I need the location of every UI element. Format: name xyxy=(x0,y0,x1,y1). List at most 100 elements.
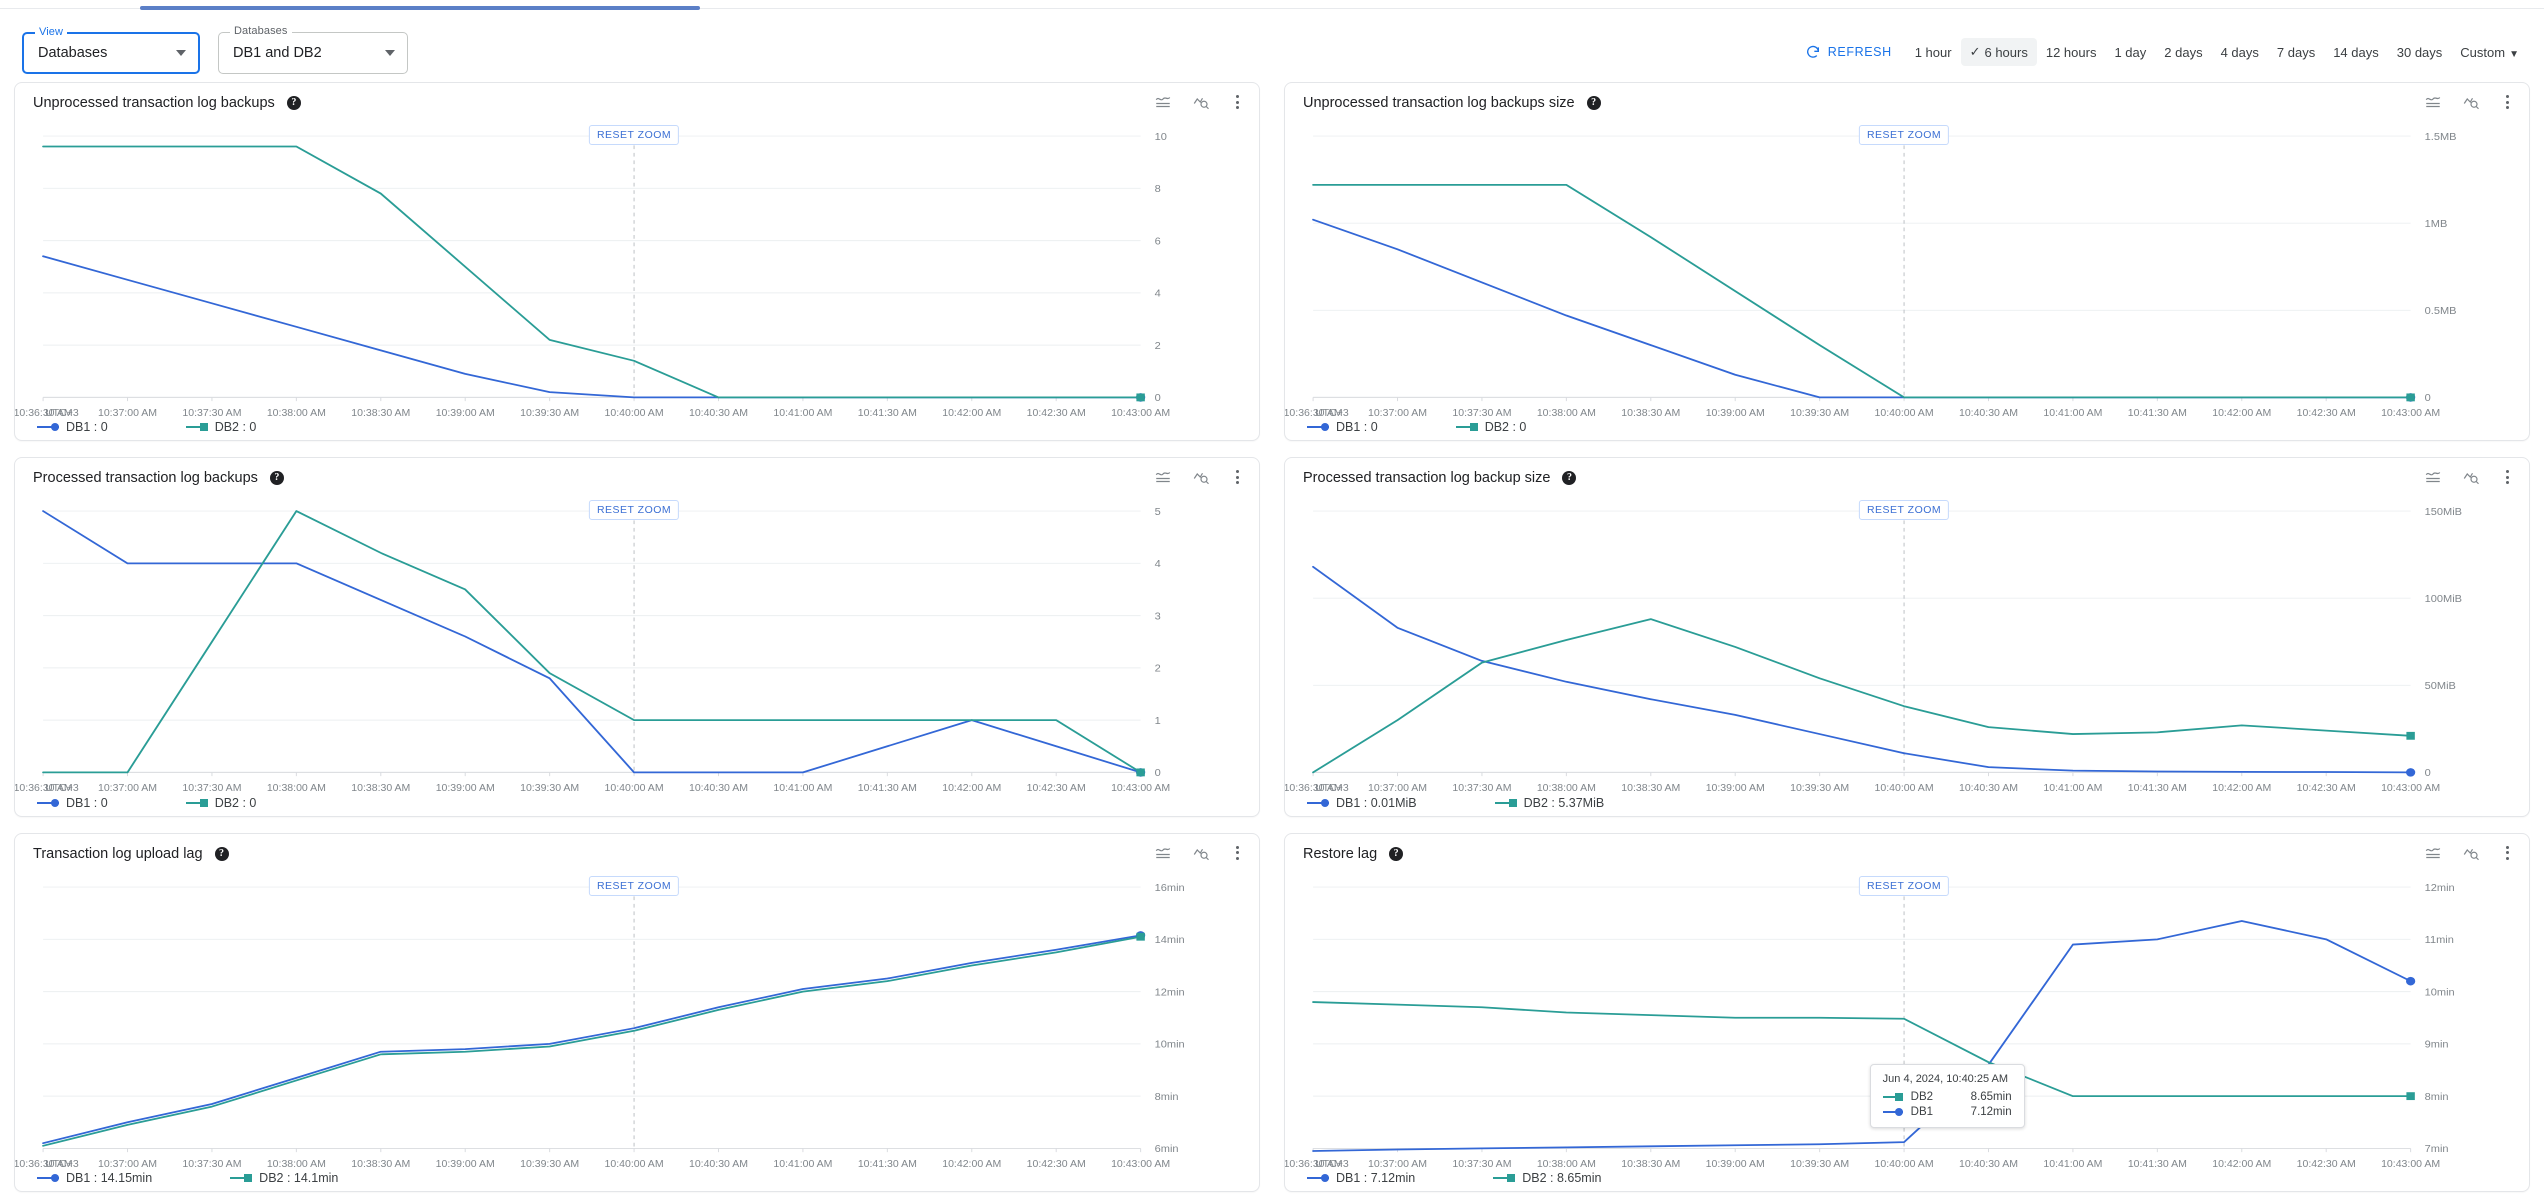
check-icon: ✓ xyxy=(1969,44,1981,59)
help-icon[interactable]: ? xyxy=(1586,96,1601,110)
chart-svg: 6min 8min 10min 12min 14min 16min UTC+310:36:3… xyxy=(15,881,1185,1170)
x-tick-label: 10:40:00 AM xyxy=(605,784,664,795)
x-tick-label: 10:38:00 AM xyxy=(267,1159,326,1170)
range-option-4-days[interactable]: 4 days xyxy=(2212,39,2268,66)
x-tick-label: 10:37:00 AM xyxy=(1368,408,1427,419)
filter-selects: View Databases Databases DB1 and DB2 xyxy=(22,25,408,74)
range-option-14-days[interactable]: 14 days xyxy=(2324,39,2388,66)
databases-select[interactable]: Databases DB1 and DB2 xyxy=(218,25,408,74)
stacked-chart-icon[interactable] xyxy=(1154,844,1172,862)
x-tick-label: 10:38:00 AM xyxy=(267,408,326,419)
legend-item-DB1[interactable]: DB1 : 0 xyxy=(37,796,108,810)
legend-item-DB1[interactable]: DB1 : 0 xyxy=(37,420,108,434)
line-chart-zoom-icon[interactable] xyxy=(1192,844,1210,862)
series-swatch-DB1 xyxy=(37,422,59,432)
x-tick-label: 10:39:30 AM xyxy=(1790,1159,1849,1170)
chart-menu-button[interactable] xyxy=(1230,844,1245,862)
timezone-label: UTC+3 xyxy=(1315,1159,1349,1170)
stacked-chart-icon[interactable] xyxy=(2424,93,2442,111)
timezone-label: UTC+3 xyxy=(1315,784,1349,795)
legend-item-DB2[interactable]: DB2 : 0 xyxy=(185,420,257,435)
chevron-down-icon xyxy=(385,50,395,56)
x-tick-label: 10:38:30 AM xyxy=(351,408,410,419)
legend-item-label: DB1 : 0.01MiB xyxy=(1336,795,1417,810)
y-tick-label: 3 xyxy=(1155,611,1161,623)
chart-menu-button[interactable] xyxy=(1230,468,1245,486)
legend-item-DB1[interactable]: DB1 : 0 xyxy=(1307,420,1378,434)
stacked-chart-icon[interactable] xyxy=(2424,844,2442,862)
range-option-2-days[interactable]: 2 days xyxy=(2155,39,2211,66)
reset-zoom-button[interactable]: RESET ZOOM xyxy=(1858,125,1950,145)
reset-zoom-button[interactable]: RESET ZOOM xyxy=(1858,875,1950,896)
range-option-12-hours[interactable]: 12 hours xyxy=(2037,39,2106,66)
chart-plot-area[interactable]: 0 1 2 3 4 5 UTC+3 10:36:30 AM 10:37:00 AM 10:37:3… xyxy=(15,498,1259,815)
legend-item-label: DB2 : 0 xyxy=(214,420,257,435)
x-tick-label: 10:38:30 AM xyxy=(351,1159,410,1170)
y-tick-label: 12min xyxy=(2425,882,2455,894)
stacked-chart-icon[interactable] xyxy=(1154,468,1172,486)
range-option-label: 12 hours xyxy=(2045,44,2097,60)
legend-item-DB2[interactable]: DB2 : 0 xyxy=(185,796,256,810)
line-chart-zoom-icon[interactable] xyxy=(2462,468,2480,486)
legend-item-DB2[interactable]: DB2 : 0 xyxy=(1455,420,1526,434)
x-tick-label: 10:42:30 AM xyxy=(2297,1159,2356,1170)
x-tick-label: 10:40:30 AM xyxy=(1959,784,2018,795)
line-chart-zoom-icon[interactable] xyxy=(2462,93,2480,111)
legend-item-DB1[interactable]: DB1 : 14.15min xyxy=(37,1171,152,1185)
chart-menu-button[interactable] xyxy=(2500,468,2515,486)
view-select[interactable]: View Databases xyxy=(22,26,200,74)
reset-zoom-button[interactable]: RESET ZOOM xyxy=(588,125,680,145)
series-line-DB1 xyxy=(1312,919,2412,1152)
range-option-custom[interactable]: Custom ▼ xyxy=(2451,39,2528,66)
x-tick-label: 10:39:00 AM xyxy=(436,784,495,795)
line-chart-zoom-icon[interactable] xyxy=(2462,844,2480,862)
chart-menu-button[interactable] xyxy=(1230,93,1245,111)
help-icon[interactable]: ? xyxy=(1389,846,1404,861)
chart-title: Processed transaction log backups xyxy=(33,470,258,487)
y-tick-label: 12min xyxy=(1155,986,1185,998)
chart-plot-area[interactable]: 0 2 4 6 8 10 UTC+3 10:36:30 AM 10:37:00 AM 10:37:… xyxy=(15,123,1259,440)
legend-item-DB1[interactable]: DB1 : 0.01MiB xyxy=(1307,796,1417,810)
reset-zoom-button[interactable]: RESET ZOOM xyxy=(1858,500,1950,521)
help-icon[interactable]: ? xyxy=(286,96,301,110)
line-chart-zoom-icon[interactable] xyxy=(1192,93,1210,111)
chart-menu-button[interactable] xyxy=(2500,93,2515,111)
chart-plot-area[interactable]: 0 50MiB 100MiB 150MiB UTC+3 10:36:30 AM 10:37:… xyxy=(1285,498,2529,815)
legend-item-DB2[interactable]: DB2 : 14.1min xyxy=(230,1171,338,1185)
series-swatch-DB1 xyxy=(37,1173,59,1183)
help-icon[interactable]: ? xyxy=(214,846,229,861)
chart-plot-area[interactable]: 0 0.5MB 1MB 1.5MB UTC+3 10:36:30 AM 10:37:00 A… xyxy=(1285,123,2529,440)
range-option-6-hours[interactable]: ✓ 6 hours xyxy=(1960,38,2037,66)
x-tick-label: 10:37:30 AM xyxy=(182,784,241,795)
y-tick-label: 2 xyxy=(1155,663,1161,675)
x-tick-label: 10:42:00 AM xyxy=(2212,1159,2271,1170)
line-chart-zoom-icon[interactable] xyxy=(1192,468,1210,486)
reset-zoom-button[interactable]: RESET ZOOM xyxy=(588,500,680,521)
legend-item-DB2[interactable]: DB2 : 5.37MiB xyxy=(1494,796,1604,810)
x-tick-label: 10:42:30 AM xyxy=(1027,408,1086,419)
legend-item-DB1[interactable]: DB1 : 7.12min xyxy=(1307,1171,1415,1185)
series-line-DB1 xyxy=(42,934,1142,1144)
chart-title: Unprocessed transaction log backups size xyxy=(1303,95,1575,111)
chart-legend: DB1 : 0 DB2 : 0 xyxy=(37,796,256,810)
help-icon[interactable]: ? xyxy=(1562,471,1577,486)
range-option-1-day[interactable]: 1 day xyxy=(2105,39,2155,66)
tooltip-row: DB2 8.65min xyxy=(1882,1091,2012,1104)
chart-menu-button[interactable] xyxy=(2500,844,2515,862)
chart-plot-area[interactable]: 6min 8min 10min 12min 14min 16min UTC+3 10:36:3… xyxy=(15,874,1259,1191)
stacked-chart-icon[interactable] xyxy=(1154,93,1172,111)
chart-card-unprocessed-transaction-log-backups-size: Unprocessed transaction log backups size… xyxy=(1284,82,2530,442)
x-tick-label: 10:43:00 AM xyxy=(2381,1159,2440,1170)
reset-zoom-button[interactable]: RESET ZOOM xyxy=(588,875,680,896)
stacked-chart-icon[interactable] xyxy=(2424,468,2442,486)
legend-item-DB2[interactable]: DB2 : 8.65min xyxy=(1493,1171,1601,1185)
tooltip-series-name: DB2 xyxy=(1910,1091,1934,1104)
range-option-7-days[interactable]: 7 days xyxy=(2268,39,2324,66)
series-swatch-DB1 xyxy=(1307,798,1329,808)
chart-legend: DB1 : 0 DB2 : 0 xyxy=(37,420,256,434)
help-icon[interactable]: ? xyxy=(269,471,284,486)
chart-plot-area[interactable]: 7min 8min 9min 10min 11min 12min UTC+3 10:36:30… xyxy=(1285,874,2529,1191)
range-option-30-days[interactable]: 30 days xyxy=(2388,39,2452,66)
refresh-button[interactable]: REFRESH xyxy=(1805,44,1892,60)
range-option-1-hour[interactable]: 1 hour xyxy=(1906,39,1961,66)
